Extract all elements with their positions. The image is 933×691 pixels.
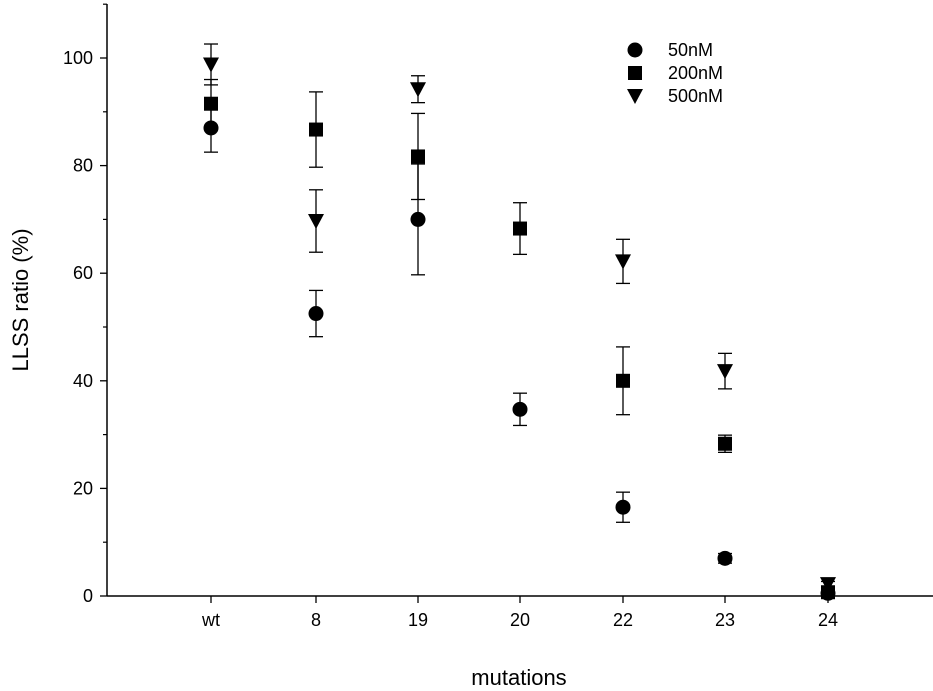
y-tick-label: 100 (63, 48, 93, 68)
data-point (717, 550, 733, 566)
data-point (820, 577, 836, 593)
legend-label: 500nM (668, 86, 723, 106)
series-200nM (204, 78, 835, 600)
x-axis-title: mutations (471, 665, 566, 690)
data-point (203, 57, 219, 73)
legend-label: 200nM (668, 63, 723, 83)
data-point (308, 306, 324, 322)
data-point (615, 254, 631, 270)
data-point (718, 436, 732, 451)
data-marks (203, 43, 836, 601)
y-tick-label: 40 (73, 371, 93, 391)
axes: 0 20 40 60 80 100 wt 8 19 20 22 23 24 (63, 3, 933, 630)
data-point (309, 122, 323, 137)
data-point (512, 401, 528, 417)
data-point (513, 221, 527, 236)
y-tick-label: 0 (83, 586, 93, 606)
x-tick-label: 20 (510, 610, 530, 630)
legend-marker (627, 89, 643, 104)
legend: 50nM 200nM 500nM (627, 40, 723, 106)
data-point (615, 499, 631, 515)
data-point (821, 585, 835, 600)
x-tick-label: 19 (408, 610, 428, 630)
data-point (410, 82, 426, 98)
series-500nM (203, 43, 836, 593)
legend-label: 50nM (668, 40, 713, 60)
x-tick-label: 8 (311, 610, 321, 630)
y-tick-label: 80 (73, 156, 93, 176)
x-tick-label: wt (201, 610, 220, 630)
x-tick-label: 22 (613, 610, 633, 630)
y-axis-title: LLSS ratio (%) (8, 228, 33, 371)
y-tick-label: 20 (73, 478, 93, 498)
data-point (410, 211, 426, 227)
data-point (204, 96, 218, 111)
data-point (616, 373, 630, 388)
data-point (411, 149, 425, 164)
x-tick-label: 23 (715, 610, 735, 630)
series-50nM (203, 103, 836, 601)
data-point (717, 364, 733, 380)
legend-marker (627, 42, 643, 58)
x-tick-label: 24 (818, 610, 838, 630)
data-point (308, 214, 324, 230)
y-tick-label: 60 (73, 263, 93, 283)
legend-marker (628, 66, 642, 80)
